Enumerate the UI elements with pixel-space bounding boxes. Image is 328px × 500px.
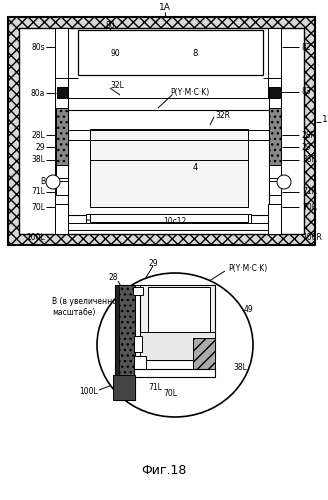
Bar <box>133 287 143 295</box>
Text: 38R: 38R <box>302 156 317 164</box>
Bar <box>148 287 210 332</box>
Bar <box>56 108 68 165</box>
Bar <box>8 17 315 245</box>
Bar <box>55 28 68 234</box>
Bar <box>269 165 281 178</box>
Text: 29: 29 <box>35 142 45 152</box>
Text: 32R: 32R <box>215 110 230 120</box>
Bar <box>135 285 141 337</box>
Bar <box>78 30 263 75</box>
Text: 100L: 100L <box>26 234 45 242</box>
Bar <box>268 204 281 234</box>
Text: 80a: 80a <box>31 88 45 98</box>
Text: 70L: 70L <box>31 202 45 211</box>
Bar <box>193 338 215 370</box>
Bar <box>57 87 68 98</box>
Text: 71L: 71L <box>148 382 162 392</box>
Bar <box>269 108 281 165</box>
Text: 100R: 100R <box>302 234 322 242</box>
Bar <box>140 332 215 360</box>
Bar <box>134 356 146 372</box>
Bar <box>55 204 68 234</box>
Text: 8: 8 <box>192 48 198 58</box>
Text: 4: 4 <box>193 164 198 172</box>
Bar <box>90 214 248 222</box>
Text: 28: 28 <box>108 274 118 282</box>
Text: B: B <box>40 176 45 186</box>
Text: B (в увеличенном
масштабе): B (в увеличенном масштабе) <box>52 298 123 316</box>
Text: 70R: 70R <box>302 202 317 211</box>
Bar <box>134 369 215 377</box>
Bar <box>68 98 269 110</box>
Text: 1A: 1A <box>159 4 171 13</box>
Text: 83: 83 <box>302 88 312 96</box>
Text: 10c12: 10c12 <box>163 218 187 226</box>
Text: 100L: 100L <box>79 388 98 396</box>
Bar <box>56 181 68 195</box>
Text: 28R: 28R <box>302 130 317 140</box>
Bar <box>86 214 251 228</box>
Bar <box>269 87 280 98</box>
Text: 38L: 38L <box>31 156 45 164</box>
Bar <box>268 28 281 234</box>
Bar <box>115 285 119 400</box>
Bar <box>56 223 269 230</box>
Text: P(Y·M·C·K): P(Y·M·C·K) <box>228 264 267 272</box>
Text: 71L: 71L <box>31 188 45 196</box>
Text: Фиг.18: Фиг.18 <box>141 464 187 476</box>
Circle shape <box>46 175 60 189</box>
Text: 90: 90 <box>110 48 120 58</box>
Bar <box>134 336 142 352</box>
Text: 80s: 80s <box>31 42 45 51</box>
Ellipse shape <box>97 273 253 417</box>
Bar <box>90 129 248 207</box>
Text: 29: 29 <box>148 258 158 268</box>
Circle shape <box>277 175 291 189</box>
Bar <box>113 375 135 400</box>
Text: 49: 49 <box>243 306 253 314</box>
Bar <box>140 285 215 360</box>
Bar <box>269 181 281 195</box>
Text: 71R: 71R <box>302 188 317 196</box>
Bar <box>115 285 135 400</box>
Text: 29: 29 <box>302 142 312 152</box>
Text: 28L: 28L <box>31 130 45 140</box>
Text: 60: 60 <box>155 350 165 360</box>
Text: P(Y·M·C·K): P(Y·M·C·K) <box>170 88 210 96</box>
Text: 38L: 38L <box>233 362 247 372</box>
Text: 1: 1 <box>322 116 328 124</box>
Text: 82: 82 <box>302 42 312 51</box>
Text: 80: 80 <box>105 20 115 30</box>
Text: 70L: 70L <box>163 390 177 398</box>
Bar <box>56 165 68 178</box>
Text: 32L: 32L <box>110 80 124 90</box>
Bar <box>68 110 269 215</box>
Bar <box>19 28 304 234</box>
